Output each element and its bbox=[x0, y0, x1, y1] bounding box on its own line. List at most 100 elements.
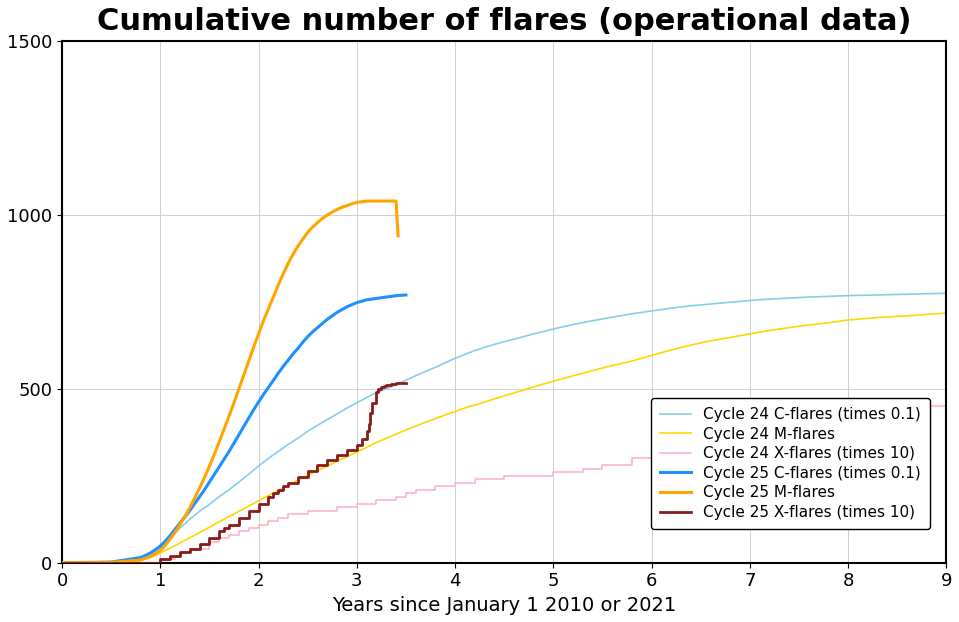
Cycle 24 X-flares (times 10) bbox=[243, 524, 254, 532]
Cycle 24 X-flares (times 10) bbox=[203, 538, 215, 545]
Cycle 25 X-flares (times 10) bbox=[154, 555, 166, 563]
Cycle 24 X-flares (times 10) bbox=[666, 427, 677, 434]
Cycle 24 M-flares bbox=[302, 471, 314, 479]
Cycle 24 X-flares (times 10) bbox=[661, 434, 672, 441]
Cycle 24 M-flares bbox=[400, 426, 411, 434]
Cycle 25 X-flares (times 10) bbox=[164, 552, 175, 560]
Cycle 25 X-flares (times 10) bbox=[302, 467, 314, 475]
Cycle 25 M-flares bbox=[287, 251, 298, 258]
Cycle 25 C-flares (times 0.1) bbox=[400, 291, 411, 299]
Cycle 24 X-flares (times 10) bbox=[596, 462, 608, 469]
Cycle 24 C-flares (times 0.1) bbox=[744, 297, 756, 304]
Cycle 24 X-flares (times 10) bbox=[499, 472, 510, 480]
Cycle 25 X-flares (times 10) bbox=[282, 479, 293, 486]
Cycle 25 C-flares (times 0.1) bbox=[233, 431, 245, 439]
Cycle 24 M-flares bbox=[538, 380, 550, 388]
Cycle 25 X-flares (times 10) bbox=[363, 409, 375, 417]
Cycle 24 X-flares (times 10) bbox=[253, 521, 265, 528]
Line: Cycle 24 X-flares (times 10): Cycle 24 X-flares (times 10) bbox=[62, 401, 947, 563]
Cycle 24 X-flares (times 10) bbox=[450, 479, 461, 486]
Cycle 24 C-flares (times 0.1) bbox=[57, 559, 68, 567]
Cycle 25 X-flares (times 10) bbox=[268, 490, 279, 497]
Cycle 25 X-flares (times 10) bbox=[57, 559, 68, 567]
Cycle 24 X-flares (times 10) bbox=[430, 483, 441, 490]
Cycle 24 X-flares (times 10) bbox=[332, 503, 343, 511]
Cycle 25 X-flares (times 10) bbox=[361, 427, 372, 434]
Cycle 25 X-flares (times 10) bbox=[383, 381, 394, 388]
Cycle 24 X-flares (times 10) bbox=[263, 518, 274, 525]
Cycle 24 X-flares (times 10) bbox=[410, 486, 422, 493]
Cycle 24 M-flares bbox=[194, 529, 205, 536]
Cycle 25 X-flares (times 10) bbox=[233, 514, 245, 521]
Cycle 25 X-flares (times 10) bbox=[184, 545, 196, 552]
Cycle 24 X-flares (times 10) bbox=[57, 559, 68, 567]
Cycle 24 M-flares bbox=[459, 404, 471, 412]
Cycle 25 C-flares (times 0.1) bbox=[57, 559, 68, 567]
Cycle 24 X-flares (times 10) bbox=[233, 527, 245, 535]
Cycle 25 C-flares (times 0.1) bbox=[184, 507, 196, 514]
Cycle 25 C-flares (times 0.1) bbox=[164, 532, 175, 539]
Cycle 25 X-flares (times 10) bbox=[341, 446, 353, 453]
Cycle 25 M-flares bbox=[277, 271, 289, 278]
Cycle 24 X-flares (times 10) bbox=[656, 441, 667, 448]
Cycle 25 X-flares (times 10) bbox=[253, 500, 265, 508]
Cycle 25 M-flares bbox=[312, 219, 323, 226]
Cycle 25 C-flares (times 0.1) bbox=[371, 295, 383, 302]
Title: Cumulative number of flares (operational data): Cumulative number of flares (operational… bbox=[97, 7, 911, 36]
Cycle 24 X-flares (times 10) bbox=[793, 409, 805, 417]
Cycle 24 X-flares (times 10) bbox=[941, 397, 952, 405]
Cycle 25 X-flares (times 10) bbox=[272, 486, 284, 493]
Cycle 25 X-flares (times 10) bbox=[219, 524, 230, 532]
Cycle 24 X-flares (times 10) bbox=[223, 531, 235, 539]
Cycle 25 X-flares (times 10) bbox=[135, 559, 147, 567]
Cycle 25 X-flares (times 10) bbox=[351, 441, 363, 448]
Cycle 24 X-flares (times 10) bbox=[390, 493, 402, 501]
Cycle 24 X-flares (times 10) bbox=[548, 468, 559, 476]
Cycle 24 M-flares bbox=[941, 309, 952, 317]
Cycle 24 X-flares (times 10) bbox=[302, 507, 314, 514]
Legend: Cycle 24 C-flares (times 0.1), Cycle 24 M-flares, Cycle 24 X-flares (times 10), : Cycle 24 C-flares (times 0.1), Cycle 24 … bbox=[651, 398, 930, 529]
Cycle 25 X-flares (times 10) bbox=[243, 507, 254, 514]
Cycle 25 X-flares (times 10) bbox=[312, 462, 323, 469]
Cycle 25 M-flares bbox=[233, 385, 245, 392]
Cycle 25 X-flares (times 10) bbox=[376, 383, 387, 391]
Cycle 25 M-flares bbox=[361, 197, 372, 205]
Cycle 25 X-flares (times 10) bbox=[395, 379, 407, 386]
Cycle 25 X-flares (times 10) bbox=[321, 457, 333, 464]
Cycle 24 C-flares (times 0.1) bbox=[439, 359, 451, 366]
Cycle 25 X-flares (times 10) bbox=[203, 535, 215, 542]
Cycle 25 M-flares bbox=[179, 513, 191, 521]
X-axis label: Years since January 1 2010 or 2021: Years since January 1 2010 or 2021 bbox=[332, 596, 676, 615]
Cycle 25 X-flares (times 10) bbox=[175, 549, 186, 556]
Cycle 24 C-flares (times 0.1) bbox=[901, 290, 913, 298]
Cycle 24 X-flares (times 10) bbox=[351, 500, 363, 508]
Cycle 24 X-flares (times 10) bbox=[892, 402, 903, 410]
Cycle 25 X-flares (times 10) bbox=[277, 483, 289, 490]
Cycle 24 X-flares (times 10) bbox=[154, 555, 166, 563]
Cycle 24 X-flares (times 10) bbox=[184, 545, 196, 552]
Cycle 24 X-flares (times 10) bbox=[645, 448, 657, 455]
Cycle 25 X-flares (times 10) bbox=[386, 380, 397, 388]
Line: Cycle 24 C-flares (times 0.1): Cycle 24 C-flares (times 0.1) bbox=[62, 293, 947, 563]
Cycle 24 X-flares (times 10) bbox=[469, 476, 480, 483]
Cycle 25 C-flares (times 0.1) bbox=[199, 486, 210, 493]
Cycle 25 X-flares (times 10) bbox=[371, 389, 383, 396]
Cycle 24 C-flares (times 0.1) bbox=[145, 550, 156, 558]
Cycle 24 C-flares (times 0.1) bbox=[233, 478, 245, 486]
Cycle 25 X-flares (times 10) bbox=[363, 420, 374, 427]
Cycle 24 X-flares (times 10) bbox=[400, 490, 411, 497]
Cycle 25 X-flares (times 10) bbox=[223, 521, 235, 528]
Cycle 25 X-flares (times 10) bbox=[373, 385, 385, 392]
Cycle 25 X-flares (times 10) bbox=[400, 379, 411, 386]
Line: Cycle 25 C-flares (times 0.1): Cycle 25 C-flares (times 0.1) bbox=[62, 295, 406, 563]
Cycle 25 X-flares (times 10) bbox=[356, 435, 367, 443]
Cycle 24 M-flares bbox=[57, 559, 68, 567]
Line: Cycle 24 M-flares: Cycle 24 M-flares bbox=[62, 313, 947, 563]
Cycle 25 X-flares (times 10) bbox=[263, 493, 274, 501]
Cycle 24 X-flares (times 10) bbox=[272, 514, 284, 521]
Cycle 24 X-flares (times 10) bbox=[842, 406, 854, 414]
Line: Cycle 25 M-flares: Cycle 25 M-flares bbox=[62, 201, 398, 563]
Cycle 24 X-flares (times 10) bbox=[744, 413, 756, 420]
Cycle 25 X-flares (times 10) bbox=[388, 380, 400, 388]
Cycle 24 C-flares (times 0.1) bbox=[194, 508, 205, 515]
